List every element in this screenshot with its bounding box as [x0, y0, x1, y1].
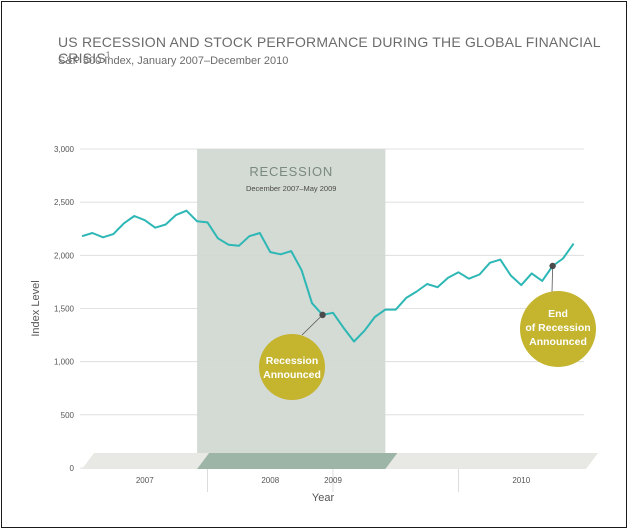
y-axis-title: Index Level: [30, 280, 42, 336]
data-point: [435, 285, 440, 290]
data-point: [90, 231, 95, 236]
data-point: [425, 282, 430, 287]
x-tick-label: 2010: [512, 476, 530, 485]
x-tick-label: 2009: [324, 476, 342, 485]
data-point: [466, 276, 471, 281]
data-point: [142, 218, 147, 223]
data-point: [278, 252, 283, 257]
data-point: [383, 307, 388, 312]
x-axis-title: Year: [312, 492, 335, 504]
annotation-leader: [551, 265, 554, 293]
data-point: [184, 208, 189, 213]
data-point: [540, 278, 545, 283]
data-point: [268, 250, 273, 255]
y-tick-label: 2,000: [54, 251, 75, 260]
data-point: [205, 220, 210, 225]
data-point: [498, 257, 503, 262]
data-point: [163, 222, 168, 227]
annotation-marker-end-of-recession: [549, 262, 556, 270]
data-point: [226, 242, 231, 247]
data-point: [341, 325, 346, 330]
data-point: [310, 301, 315, 306]
data-point: [331, 310, 336, 315]
data-point: [195, 219, 200, 224]
data-point: [561, 256, 566, 261]
chart-subtitle: S&P 500 Index, January 2007–December 201…: [58, 55, 289, 67]
data-point: [299, 268, 304, 273]
recession-band: [197, 149, 386, 468]
chart-title: US RECESSION AND STOCK PERFORMANCE DURIN…: [58, 34, 601, 66]
x-tick-label: 2007: [136, 476, 154, 485]
data-point: [487, 260, 492, 265]
data-point: [351, 339, 356, 344]
data-point: [508, 273, 513, 278]
annotation-circle-recession-announced: [259, 334, 325, 400]
y-tick-label: 1,500: [54, 305, 75, 314]
data-point: [571, 241, 576, 246]
recession-period-label: December 2007–May 2009: [246, 184, 336, 193]
data-point: [80, 234, 85, 239]
data-point: [456, 270, 461, 275]
y-tick-label: 3,000: [54, 145, 75, 154]
y-tick-label: 0: [70, 464, 75, 473]
recession-floor: [197, 453, 398, 469]
annotation-circle-end-of-recession: [520, 291, 596, 367]
annotation-label-line: End: [548, 308, 568, 320]
data-point: [121, 221, 126, 226]
annotation-label-line: Announced: [529, 336, 587, 348]
data-point: [372, 315, 377, 320]
annotation-label-line: Recession: [266, 355, 319, 367]
series-line: [81, 209, 575, 343]
recession-label: RECESSION: [249, 164, 333, 179]
title-footnote: 1: [105, 50, 111, 60]
data-point: [414, 289, 419, 294]
data-point: [477, 272, 482, 277]
data-point: [100, 235, 105, 240]
data-point: [257, 231, 262, 236]
data-point: [111, 232, 116, 237]
data-point: [247, 234, 252, 239]
annotation-label-line: of Recession: [525, 322, 590, 334]
annotation-marker-recession-announced: [319, 311, 326, 319]
data-point: [446, 275, 451, 280]
data-point: [236, 243, 241, 248]
y-tick-label: 500: [61, 411, 75, 420]
annotation-leader: [301, 314, 323, 336]
data-point: [362, 328, 367, 333]
annotation-label-line: Announced: [263, 369, 321, 381]
data-point: [393, 307, 398, 312]
data-point: [404, 295, 409, 300]
data-point: [132, 213, 137, 218]
y-tick-label: 1,000: [54, 358, 75, 367]
data-point: [529, 271, 534, 276]
data-point: [174, 212, 179, 217]
y-tick-label: 2,500: [54, 198, 75, 207]
data-point: [153, 225, 158, 230]
data-point: [519, 283, 524, 288]
data-point: [289, 249, 294, 254]
x-tick-label: 2008: [261, 476, 279, 485]
data-point: [215, 236, 220, 241]
